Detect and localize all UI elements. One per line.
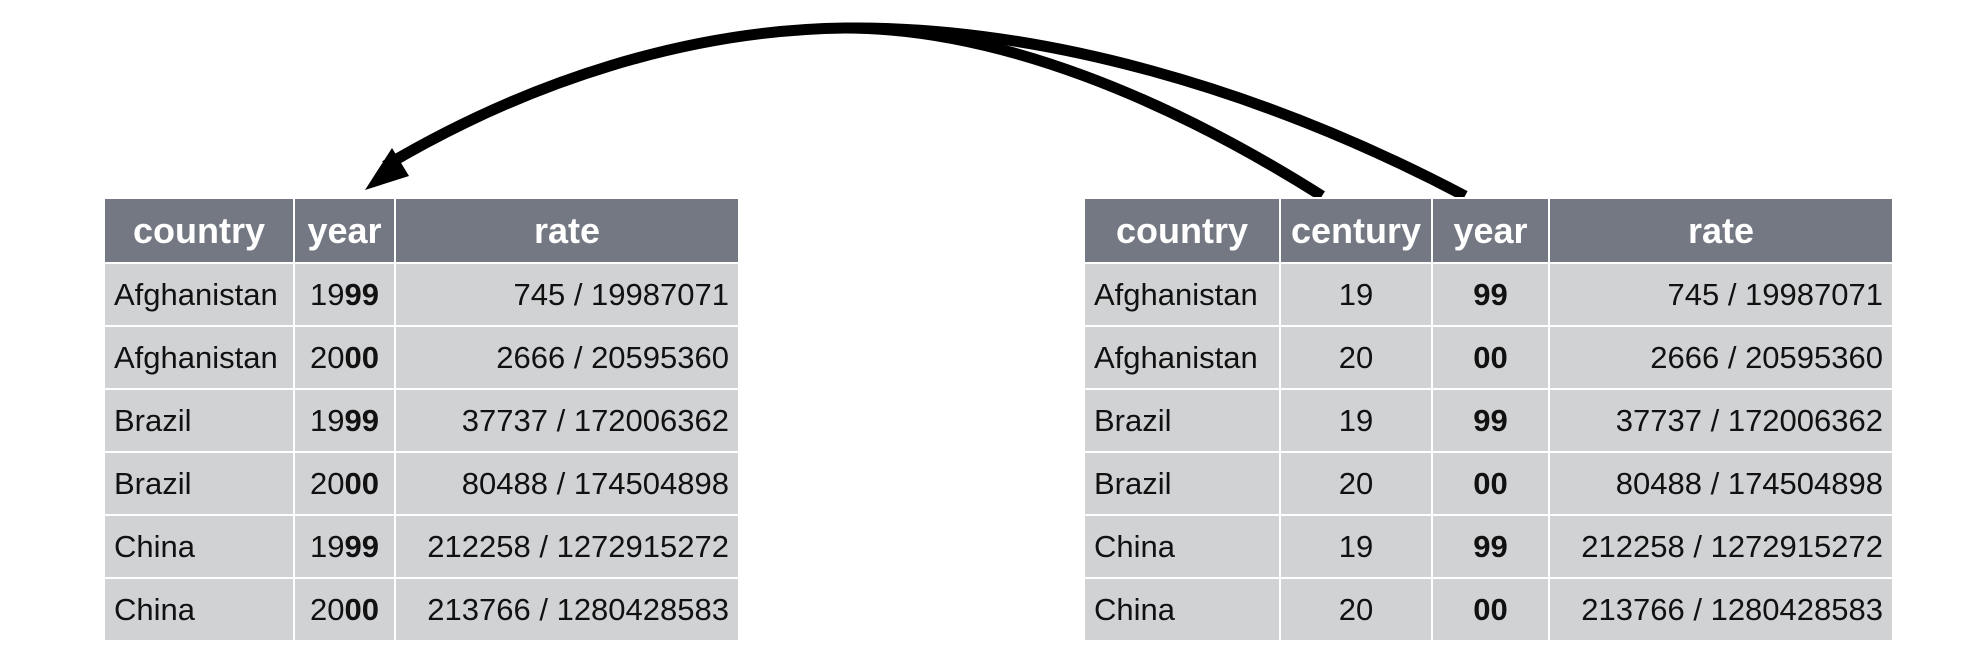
- cell-year: 2000: [293, 325, 396, 390]
- cell-country: China: [103, 514, 295, 579]
- column-header-century: century: [1279, 197, 1433, 264]
- cell-year: 1999: [293, 262, 396, 327]
- cell-country: Brazil: [1083, 451, 1281, 516]
- year-suffix-part: 99: [344, 402, 379, 438]
- cell-country: Afghanistan: [103, 325, 295, 390]
- column-header-rate: rate: [1548, 197, 1894, 264]
- column-header-rate: rate: [394, 197, 740, 264]
- cell-year: 99: [1431, 514, 1550, 579]
- cell-century: 19: [1279, 514, 1433, 579]
- cell-rate: 213766 / 1280428583: [1548, 577, 1894, 642]
- cell-rate: 2666 / 20595360: [394, 325, 740, 390]
- table-row: China 20 00 213766 / 1280428583: [1083, 577, 1894, 642]
- cell-rate: 37737 / 172006362: [1548, 388, 1894, 453]
- cell-year: 1999: [293, 514, 396, 579]
- arrow-head: [365, 148, 409, 190]
- cell-year: 99: [1431, 388, 1550, 453]
- cell-rate: 745 / 19987071: [1548, 262, 1894, 327]
- table-row: Afghanistan 20 00 2666 / 20595360: [1083, 325, 1894, 390]
- year-century-part: 20: [310, 339, 345, 375]
- cell-year: 00: [1431, 451, 1550, 516]
- cell-rate: 213766 / 1280428583: [394, 577, 740, 642]
- table-header-row: country year rate: [103, 197, 740, 264]
- cell-year: 2000: [293, 451, 396, 516]
- cell-country: Brazil: [103, 388, 295, 453]
- column-header-country: country: [1083, 197, 1281, 264]
- column-header-country: country: [103, 197, 295, 264]
- cell-rate: 80488 / 174504898: [394, 451, 740, 516]
- year-suffix-part: 99: [344, 528, 379, 564]
- right-table: country century year rate Afghanistan 19…: [1083, 197, 1894, 642]
- table-row: China 19 99 212258 / 1272915272: [1083, 514, 1894, 579]
- cell-country: China: [1083, 577, 1281, 642]
- cell-rate: 745 / 19987071: [394, 262, 740, 327]
- table-row: Afghanistan 19 99 745 / 19987071: [1083, 262, 1894, 327]
- table-row: China 2000 213766 / 1280428583: [103, 577, 740, 642]
- year-suffix-part: 99: [344, 276, 379, 312]
- table-row: Brazil 20 00 80488 / 174504898: [1083, 451, 1894, 516]
- table-row: Brazil 2000 80488 / 174504898: [103, 451, 740, 516]
- table-row: Brazil 19 99 37737 / 172006362: [1083, 388, 1894, 453]
- cell-rate: 80488 / 174504898: [1548, 451, 1894, 516]
- year-century-part: 19: [310, 276, 345, 312]
- cell-century: 20: [1279, 451, 1433, 516]
- cell-century: 20: [1279, 325, 1433, 390]
- table-row: Afghanistan 1999 745 / 19987071: [103, 262, 740, 327]
- cell-country: Afghanistan: [103, 262, 295, 327]
- year-century-part: 19: [310, 528, 345, 564]
- year-suffix-part: 00: [344, 339, 379, 375]
- cell-rate: 212258 / 1272915272: [394, 514, 740, 579]
- cell-century: 19: [1279, 388, 1433, 453]
- cell-year: 1999: [293, 388, 396, 453]
- cell-country: Brazil: [103, 451, 295, 516]
- year-century-part: 19: [310, 402, 345, 438]
- cell-rate: 37737 / 172006362: [394, 388, 740, 453]
- year-century-part: 20: [310, 465, 345, 501]
- table-header-row: country century year rate: [1083, 197, 1894, 264]
- cell-country: China: [1083, 514, 1281, 579]
- cell-country: Afghanistan: [1083, 262, 1281, 327]
- year-century-part: 20: [310, 591, 345, 627]
- arrow-line-from-year: [382, 22, 1468, 201]
- cell-country: China: [103, 577, 295, 642]
- cell-year: 00: [1431, 325, 1550, 390]
- table-row: Afghanistan 2000 2666 / 20595360: [103, 325, 740, 390]
- cell-year: 00: [1431, 577, 1550, 642]
- table-row: China 1999 212258 / 1272915272: [103, 514, 740, 579]
- year-suffix-part: 00: [344, 591, 379, 627]
- column-header-year: year: [1431, 197, 1550, 264]
- cell-rate: 212258 / 1272915272: [1548, 514, 1894, 579]
- table-row: Brazil 1999 37737 / 172006362: [103, 388, 740, 453]
- left-table: country year rate Afghanistan 1999 745 /…: [103, 197, 740, 642]
- arrow-line-from-century: [844, 22, 1325, 201]
- year-suffix-part: 00: [344, 465, 379, 501]
- column-header-year: year: [293, 197, 396, 264]
- cell-rate: 2666 / 20595360: [1548, 325, 1894, 390]
- cell-country: Afghanistan: [1083, 325, 1281, 390]
- cell-century: 19: [1279, 262, 1433, 327]
- cell-year: 2000: [293, 577, 396, 642]
- cell-country: Brazil: [1083, 388, 1281, 453]
- cell-year: 99: [1431, 262, 1550, 327]
- cell-century: 20: [1279, 577, 1433, 642]
